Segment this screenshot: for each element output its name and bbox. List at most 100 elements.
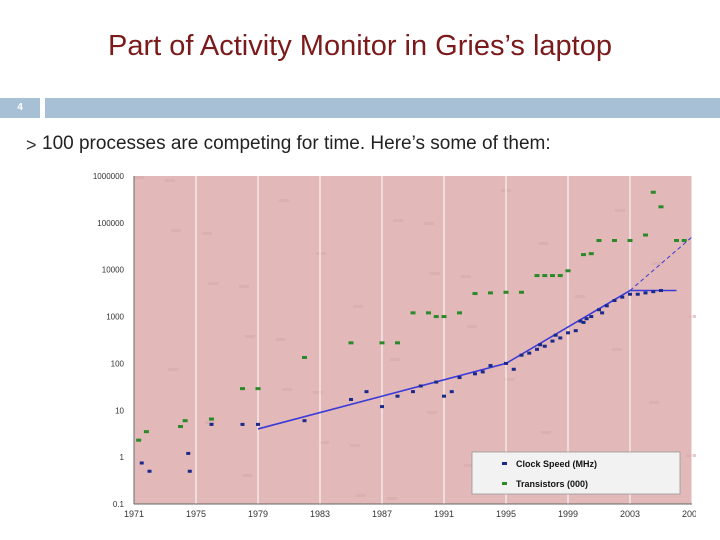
x-tick-label: 1979 [248, 509, 268, 519]
clock-speed-point [578, 319, 583, 323]
plot-texture [612, 348, 622, 351]
transistor-point [557, 274, 563, 278]
clock-speed-point [209, 422, 214, 426]
y-tick-label: 10000 [102, 266, 125, 275]
clock-speed-point [519, 353, 524, 357]
clock-speed-point [643, 291, 648, 295]
clock-speed-point [349, 397, 353, 401]
x-tick-label: 1991 [434, 509, 454, 519]
plot-background [134, 176, 692, 504]
clock-speed-point [449, 390, 454, 394]
plot-texture [467, 325, 477, 328]
clock-speed-point [550, 339, 555, 343]
clock-speed-point [566, 331, 570, 335]
legend-marker [502, 482, 507, 485]
plot-texture [649, 401, 659, 404]
clock-speed-point [535, 347, 539, 351]
slide-number: 4 [17, 102, 23, 113]
plot-texture [686, 454, 696, 457]
plot-texture [393, 219, 403, 222]
clock-speed-point [635, 292, 640, 296]
transistor-point [457, 311, 462, 315]
transistor-point [596, 239, 602, 243]
plot-texture [652, 262, 662, 265]
legend-label: Transistors (000) [516, 479, 588, 489]
clock-speed-point [527, 351, 532, 355]
plot-texture [276, 338, 286, 341]
plot-texture [689, 315, 699, 318]
clock-speed-point [240, 422, 245, 426]
clock-speed-point [600, 311, 605, 315]
transistor-point [348, 341, 354, 345]
clock-speed-point [473, 372, 477, 376]
x-tick-label: 1999 [558, 509, 578, 519]
plot-texture [208, 282, 218, 285]
clock-speed-point [511, 367, 516, 371]
plot-texture [350, 444, 360, 447]
x-tick-label: 1983 [310, 509, 330, 519]
clock-speed-point [628, 292, 632, 296]
clock-speed-point [434, 380, 439, 384]
x-tick-label: 1975 [186, 509, 206, 519]
clock-speed-point [457, 376, 462, 380]
clock-speed-point [380, 405, 384, 409]
clock-speed-point [364, 390, 369, 394]
plot-texture [282, 388, 292, 391]
transistor-point [178, 425, 183, 429]
clock-speed-point [186, 451, 191, 455]
clock-speed-point [597, 308, 601, 312]
clock-speed-point [573, 329, 578, 333]
plot-texture [461, 275, 471, 278]
transistor-point [240, 387, 245, 391]
transistor-point [658, 205, 664, 209]
legend-box [471, 451, 681, 495]
clock-speed-point [584, 317, 589, 321]
clock-speed-point [538, 343, 543, 347]
clock-speed-point [504, 361, 508, 365]
plot-texture [319, 441, 329, 444]
bullet-text: 100 processes are competing for time. He… [42, 133, 551, 154]
clock-speed-point [147, 469, 152, 473]
plot-texture [279, 199, 289, 202]
transistor-point [650, 190, 656, 194]
clock-speed-point [411, 390, 415, 394]
plot-texture [134, 176, 144, 179]
clock-speed-point [395, 394, 400, 398]
plot-texture [504, 378, 514, 381]
transistor-point [302, 355, 307, 359]
x-tick-label: 2003 [620, 509, 640, 519]
plot-texture [538, 242, 548, 245]
slide-title: Part of Activity Monitor in Gries’s lapt… [108, 30, 612, 62]
x-tick-label: 2007 [682, 509, 696, 519]
slide-number-box [0, 98, 40, 118]
clock-speed-point [302, 419, 307, 423]
plot-texture [239, 285, 249, 288]
y-tick-label: 100 [111, 359, 125, 368]
x-tick-label: 1971 [124, 509, 144, 519]
transistor-point [581, 253, 586, 257]
y-tick-label: 0.1 [113, 500, 125, 509]
transistor-point [209, 417, 214, 421]
clock-speed-point [659, 289, 663, 293]
clock-speed-point [442, 394, 446, 398]
clock-speed-point [488, 364, 493, 368]
legend-marker [502, 462, 507, 465]
transistor-point [534, 274, 540, 278]
plot-texture [575, 295, 585, 298]
transistor-point [182, 419, 188, 423]
transistor-point [379, 341, 385, 345]
header-band [45, 98, 720, 118]
clock-speed-point [418, 384, 423, 388]
clock-speed-point [139, 461, 144, 465]
plot-texture [171, 229, 181, 232]
clock-speed-point [256, 422, 260, 426]
clock-speed-point [480, 370, 485, 374]
transistor-point [588, 252, 594, 256]
clock-speed-point [612, 299, 617, 303]
y-tick-label: 1000 [106, 313, 124, 322]
plot-texture [165, 179, 175, 182]
clock-speed-point [651, 290, 656, 294]
transistor-point [441, 315, 447, 319]
transistor-point [565, 269, 571, 273]
transistor-point [410, 311, 416, 315]
